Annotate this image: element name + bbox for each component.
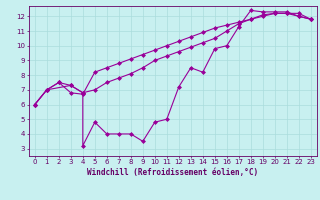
X-axis label: Windchill (Refroidissement éolien,°C): Windchill (Refroidissement éolien,°C): [87, 168, 258, 177]
